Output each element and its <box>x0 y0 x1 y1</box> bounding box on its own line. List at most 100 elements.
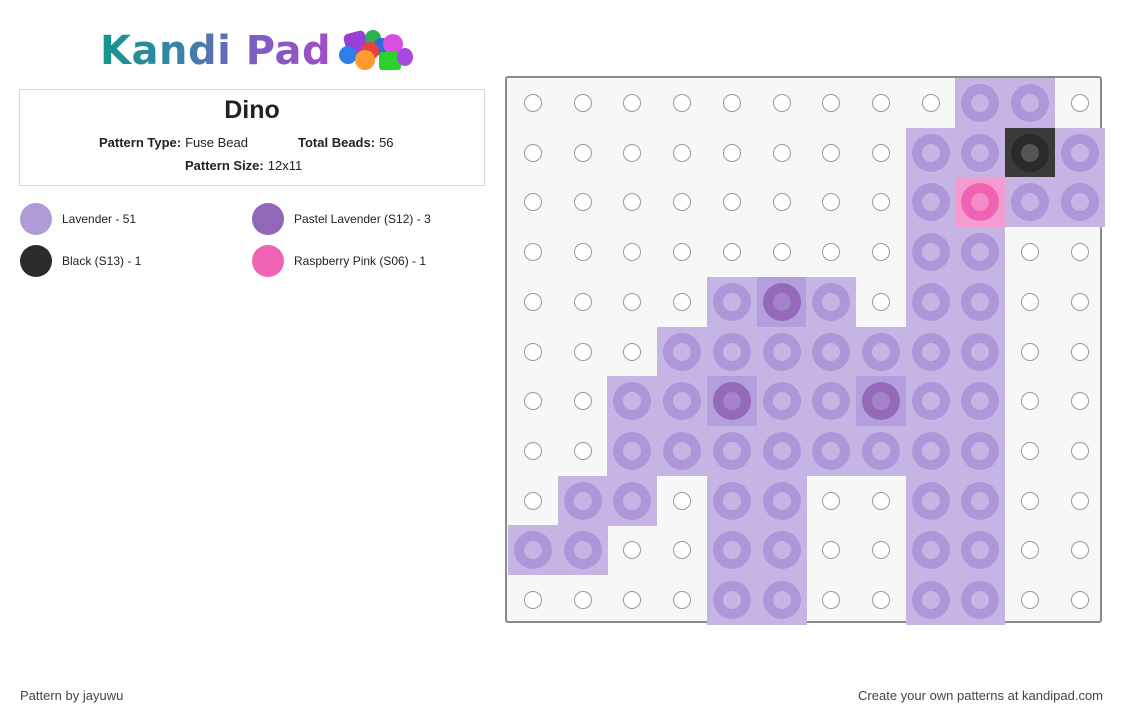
empty-peg <box>707 78 757 128</box>
empty-peg <box>558 426 608 476</box>
empty-peg <box>508 177 558 227</box>
bead-lavender <box>657 326 708 377</box>
kandi-pad-logo[interactable]: Kandi Pad <box>100 26 419 76</box>
empty-peg <box>906 78 956 128</box>
empty-peg <box>1055 227 1105 277</box>
empty-peg <box>856 525 906 575</box>
empty-peg <box>657 78 707 128</box>
empty-peg <box>806 128 856 178</box>
empty-peg <box>607 277 657 327</box>
kandipad-link[interactable]: Create your own patterns at kandipad.com <box>858 688 1103 703</box>
bead-lavender <box>955 525 1006 576</box>
empty-peg <box>1005 476 1055 526</box>
bead-lavender <box>955 425 1006 476</box>
empty-peg <box>707 128 757 178</box>
pegboard-grid <box>505 76 1105 625</box>
empty-peg <box>657 277 707 327</box>
empty-peg <box>607 227 657 277</box>
bead-lavender <box>905 376 956 427</box>
bead-lavender <box>706 326 757 377</box>
empty-peg <box>508 128 558 178</box>
legend-label: Black (S13) - 1 <box>62 254 142 268</box>
empty-peg <box>1055 376 1105 426</box>
empty-peg <box>1055 575 1105 625</box>
empty-peg <box>1005 327 1055 377</box>
legend-item-raspberry-pink: Raspberry Pink (S06) - 1 <box>252 245 426 277</box>
bead-pastel-lavender <box>855 376 906 427</box>
empty-peg <box>508 327 558 377</box>
bead-lavender <box>557 525 608 576</box>
empty-peg <box>607 128 657 178</box>
empty-peg <box>657 575 707 625</box>
empty-peg <box>508 476 558 526</box>
bead-lavender <box>905 525 956 576</box>
empty-peg <box>508 426 558 476</box>
empty-peg <box>806 78 856 128</box>
empty-peg <box>856 227 906 277</box>
bead-lavender <box>756 575 807 625</box>
empty-peg <box>1055 426 1105 476</box>
bead-lavender <box>706 525 757 576</box>
bead-lavender <box>905 326 956 377</box>
empty-peg <box>806 525 856 575</box>
empty-peg <box>856 177 906 227</box>
bead-lavender <box>657 376 708 427</box>
empty-peg <box>856 128 906 178</box>
bead-lavender <box>756 475 807 526</box>
bead-lavender <box>1005 177 1055 228</box>
bead-lavender <box>1005 78 1055 128</box>
empty-peg <box>806 177 856 227</box>
pattern-info-card: Dino Pattern Type: Fuse Bead Total Beads:… <box>19 89 485 186</box>
empty-peg <box>607 327 657 377</box>
bead-lavender <box>706 575 757 625</box>
empty-peg <box>558 177 608 227</box>
total-beads-label: Total Beads: <box>298 135 376 150</box>
empty-peg <box>757 177 807 227</box>
empty-peg <box>607 177 657 227</box>
bead-lavender <box>607 425 658 476</box>
empty-peg <box>558 227 608 277</box>
color-swatch <box>252 245 284 277</box>
bead-lavender <box>607 376 658 427</box>
empty-peg <box>1055 277 1105 327</box>
empty-peg <box>607 78 657 128</box>
empty-peg <box>757 78 807 128</box>
bead-lavender <box>955 78 1006 128</box>
empty-peg <box>508 575 558 625</box>
empty-peg <box>508 78 558 128</box>
pattern-size: Pattern Size: 12x11 <box>185 158 302 173</box>
empty-peg <box>558 78 608 128</box>
bead-pile-icon <box>339 26 419 76</box>
bead-lavender <box>905 276 956 327</box>
bead-lavender <box>756 525 807 576</box>
empty-peg <box>508 277 558 327</box>
empty-peg <box>558 327 608 377</box>
pattern-credit: Pattern by jayuwu <box>20 688 124 703</box>
bead-lavender <box>855 326 906 377</box>
empty-peg <box>707 227 757 277</box>
empty-peg <box>657 128 707 178</box>
empty-peg <box>657 177 707 227</box>
bead-lavender <box>855 425 906 476</box>
empty-peg <box>707 177 757 227</box>
empty-peg <box>558 128 608 178</box>
total-beads: Total Beads: 56 <box>298 135 394 150</box>
bead-lavender <box>806 326 857 377</box>
bead-lavender <box>806 425 857 476</box>
bead-lavender <box>905 475 956 526</box>
empty-peg <box>607 525 657 575</box>
empty-peg <box>757 128 807 178</box>
color-swatch <box>20 203 52 235</box>
empty-peg <box>856 575 906 625</box>
bead-lavender <box>756 326 807 377</box>
bead-lavender <box>905 575 956 625</box>
empty-peg <box>1005 277 1055 327</box>
bead-lavender <box>955 475 1006 526</box>
bead-lavender <box>905 127 956 178</box>
bead-lavender <box>1054 127 1105 178</box>
logo-text: Kandi Pad <box>100 28 332 74</box>
total-beads-value: 56 <box>379 135 394 150</box>
empty-peg <box>1005 575 1055 625</box>
empty-peg <box>508 227 558 277</box>
bead-black <box>1005 127 1055 178</box>
